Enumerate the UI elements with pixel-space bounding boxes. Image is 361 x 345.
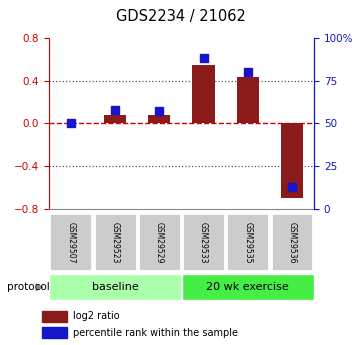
Text: GSM29523: GSM29523 xyxy=(110,222,119,263)
Text: protocol: protocol xyxy=(7,282,50,292)
Text: GSM29533: GSM29533 xyxy=(199,221,208,263)
Point xyxy=(68,120,74,126)
Text: GSM29507: GSM29507 xyxy=(66,221,75,263)
Bar xyxy=(182,213,225,271)
Bar xyxy=(42,327,67,338)
Bar xyxy=(104,115,126,123)
Bar xyxy=(49,213,92,271)
Text: percentile rank within the sample: percentile rank within the sample xyxy=(73,328,238,337)
Bar xyxy=(148,115,170,123)
Bar xyxy=(93,213,136,271)
Text: GSM29535: GSM29535 xyxy=(243,221,252,263)
Bar xyxy=(182,274,314,300)
Bar xyxy=(270,213,313,271)
Bar xyxy=(138,213,181,271)
Text: GDS2234 / 21062: GDS2234 / 21062 xyxy=(116,9,245,23)
Point xyxy=(201,56,206,61)
Point xyxy=(245,69,251,75)
Text: log2 ratio: log2 ratio xyxy=(73,311,120,321)
Text: 20 wk exercise: 20 wk exercise xyxy=(206,282,289,292)
Bar xyxy=(226,213,269,271)
Bar xyxy=(49,274,181,300)
Bar xyxy=(192,65,214,123)
Bar xyxy=(42,310,67,322)
Text: GSM29529: GSM29529 xyxy=(155,222,164,263)
Bar xyxy=(281,123,303,198)
Point xyxy=(112,107,118,112)
Point xyxy=(289,184,295,189)
Text: GSM29536: GSM29536 xyxy=(287,221,296,263)
Point xyxy=(156,109,162,114)
Bar xyxy=(237,77,259,123)
Text: baseline: baseline xyxy=(92,282,139,292)
